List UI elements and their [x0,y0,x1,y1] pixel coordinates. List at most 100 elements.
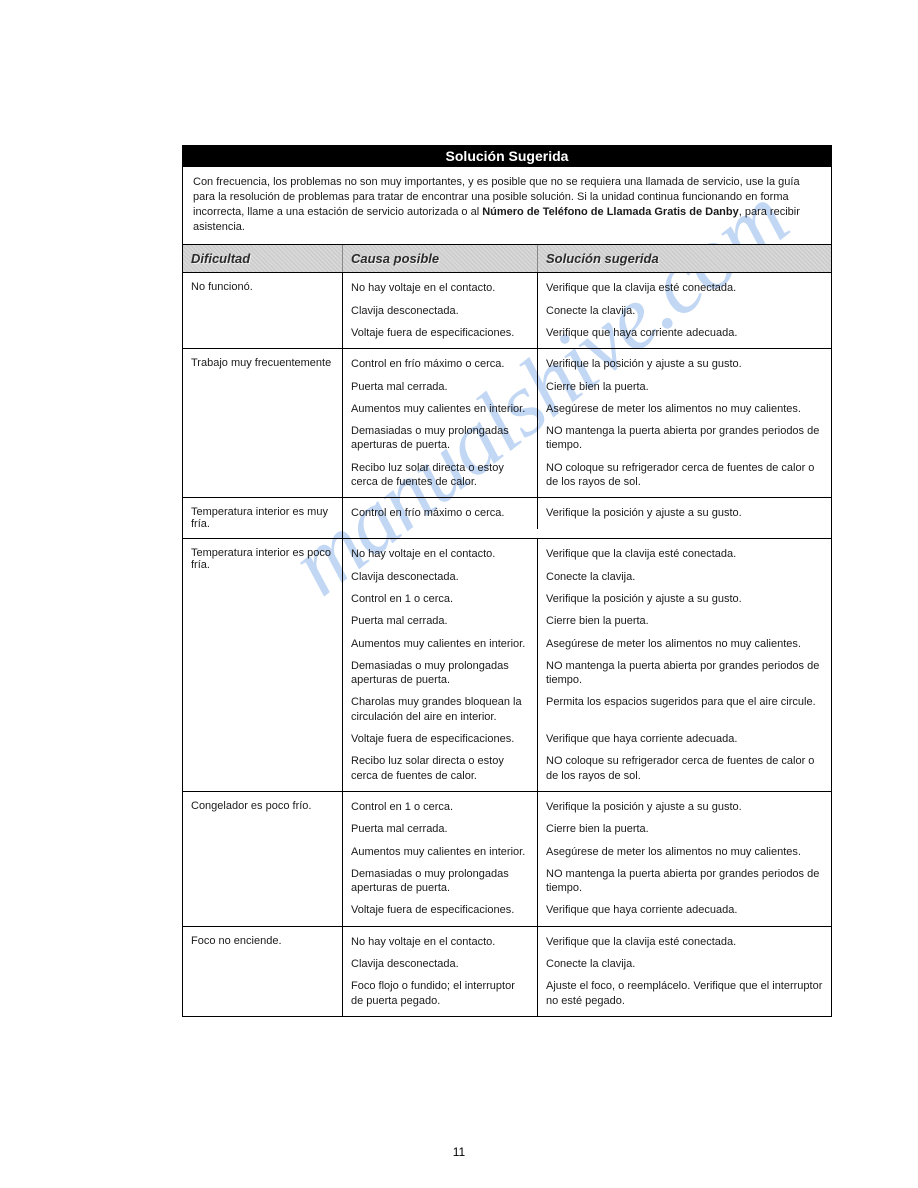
difficulty-cell: Temperatura interior es muy fría. [183,498,343,538]
cause-solution-pair: Voltaje fuera de especificaciones.Verifi… [343,899,831,925]
header-difficulty: Dificultad [183,245,343,272]
cause-cell: Demasiadas o muy prolongadas aperturas d… [343,863,538,900]
cause-solution-pair: Puerta mal cerrada.Cierre bien la puerta… [343,610,831,632]
cause-solution-group: No hay voltaje en el contacto.Verifique … [343,927,831,1016]
solution-cell: Verifique que haya corriente adecuada. [538,322,831,348]
cause-cell: Voltaje fuera de especificaciones. [343,899,538,925]
cause-cell: Voltaje fuera de especificaciones. [343,322,538,348]
cause-cell: Puerta mal cerrada. [343,610,538,632]
cause-solution-pair: Recibo luz solar directa o estoy cerca d… [343,750,831,791]
cause-cell: No hay voltaje en el contacto. [343,273,538,299]
header-solution: Solución sugerida [538,245,831,272]
table-row: No funcionó.No hay voltaje en el contact… [183,273,831,349]
table-row: Temperatura interior es muy fría.Control… [183,498,831,539]
cause-cell: Puerta mal cerrada. [343,376,538,398]
solution-cell: Asegúrese de meter los alimentos no muy … [538,841,831,863]
cause-cell: Charolas muy grandes bloquean la circula… [343,691,538,728]
solution-cell: NO mantenga la puerta abierta por grande… [538,655,831,692]
title-bar: Solución Sugerida [182,145,832,167]
cause-solution-pair: Demasiadas o muy prolongadas aperturas d… [343,863,831,900]
table-row: Temperatura interior es poco fría.No hay… [183,539,831,792]
cause-solution-pair: Control en 1 o cerca.Verifique la posici… [343,588,831,610]
cause-solution-pair: Foco flojo o fundido; el interruptor de … [343,975,831,1016]
solution-cell: Verifique que haya corriente adecuada. [538,728,831,750]
table-header-row: Dificultad Causa posible Solución sugeri… [183,245,831,273]
cause-solution-pair: Control en frío máximo o cerca.Verifique… [343,349,831,375]
cause-cell: Aumentos muy calientes en interior. [343,841,538,863]
solution-cell: Verifique la posición y ajuste a su gust… [538,498,831,528]
cause-cell: Control en frío máximo o cerca. [343,349,538,375]
solution-cell: Verifique la posición y ajuste a su gust… [538,588,831,610]
page-number: 11 [0,1145,918,1159]
cause-cell: Control en 1 o cerca. [343,792,538,818]
solution-cell: Permita los espacios sugeridos para que … [538,691,831,728]
solution-cell: NO mantenga la puerta abierta por grande… [538,863,831,900]
content-frame: Solución Sugerida Con frecuencia, los pr… [182,145,832,1017]
difficulty-cell: Trabajo muy frecuentemente [183,349,343,497]
solution-cell: Verifique la posición y ajuste a su gust… [538,349,831,375]
cause-solution-group: Control en frío máximo o cerca.Verifique… [343,498,831,538]
cause-cell: Demasiadas o muy prolongadas aperturas d… [343,420,538,457]
cause-cell: Clavija desconectada. [343,953,538,975]
cause-solution-pair: Demasiadas o muy prolongadas aperturas d… [343,420,831,457]
cause-solution-pair: Aumentos muy calientes en interior.Asegú… [343,841,831,863]
table-row: Foco no enciende.No hay voltaje en el co… [183,927,831,1016]
cause-solution-group: No hay voltaje en el contacto.Verifique … [343,539,831,791]
cause-solution-pair: Demasiadas o muy prolongadas aperturas d… [343,655,831,692]
solution-cell: Ajuste el foco, o reemplácelo. Verifique… [538,975,831,1016]
cause-solution-pair: Aumentos muy calientes en interior.Asegú… [343,633,831,655]
cause-cell: Puerta mal cerrada. [343,818,538,840]
cause-solution-pair: No hay voltaje en el contacto.Verifique … [343,539,831,565]
solution-cell: NO coloque su refrigerador cerca de fuen… [538,750,831,791]
troubleshooting-table: Dificultad Causa posible Solución sugeri… [182,245,832,1017]
solution-cell: Asegúrese de meter los alimentos no muy … [538,398,831,420]
intro-bold: Número de Teléfono de Llamada Gratis de … [482,206,739,218]
cause-solution-group: Control en frío máximo o cerca.Verifique… [343,349,831,497]
cause-solution-pair: Charolas muy grandes bloquean la circula… [343,691,831,728]
header-cause: Causa posible [343,245,538,272]
cause-solution-pair: Clavija desconectada.Conecte la clavija. [343,300,831,322]
table-body: No funcionó.No hay voltaje en el contact… [183,273,831,1016]
intro-paragraph: Con frecuencia, los problemas no son muy… [182,167,832,245]
cause-solution-pair: Clavija desconectada.Conecte la clavija. [343,566,831,588]
solution-cell: Conecte la clavija. [538,566,831,588]
cause-solution-pair: Clavija desconectada.Conecte la clavija. [343,953,831,975]
cause-cell: No hay voltaje en el contacto. [343,539,538,565]
difficulty-cell: Foco no enciende. [183,927,343,1016]
cause-cell: Aumentos muy calientes en interior. [343,633,538,655]
solution-cell: Verifique la posición y ajuste a su gust… [538,792,831,818]
cause-solution-group: No hay voltaje en el contacto.Verifique … [343,273,831,348]
cause-cell: Clavija desconectada. [343,566,538,588]
difficulty-cell: Congelador es poco frío. [183,792,343,926]
solution-cell: Verifique que la clavija esté conectada. [538,539,831,565]
table-row: Trabajo muy frecuentementeControl en frí… [183,349,831,498]
solution-cell: Asegúrese de meter los alimentos no muy … [538,633,831,655]
cause-cell: Recibo luz solar directa o estoy cerca d… [343,750,538,791]
solution-cell: Verifique que haya corriente adecuada. [538,899,831,925]
solution-cell: Cierre bien la puerta. [538,610,831,632]
solution-cell: Verifique que la clavija esté conectada. [538,927,831,953]
cause-cell: Control en 1 o cerca. [343,588,538,610]
cause-solution-pair: No hay voltaje en el contacto.Verifique … [343,273,831,299]
cause-cell: Foco flojo o fundido; el interruptor de … [343,975,538,1016]
cause-solution-pair: Control en frío máximo o cerca.Verifique… [343,498,831,528]
solution-cell: NO coloque su refrigerador cerca de fuen… [538,457,831,498]
cause-solution-pair: Control en 1 o cerca.Verifique la posici… [343,792,831,818]
cause-cell: Voltaje fuera de especificaciones. [343,728,538,750]
cause-solution-pair: Aumentos muy calientes en interior.Asegú… [343,398,831,420]
cause-solution-pair: Voltaje fuera de especificaciones.Verifi… [343,322,831,348]
solution-cell: Verifique que la clavija esté conectada. [538,273,831,299]
solution-cell: Conecte la clavija. [538,300,831,322]
cause-solution-pair: Voltaje fuera de especificaciones.Verifi… [343,728,831,750]
cause-cell: Clavija desconectada. [343,300,538,322]
cause-solution-pair: Recibo luz solar directa o estoy cerca d… [343,457,831,498]
difficulty-cell: Temperatura interior es poco fría. [183,539,343,791]
table-row: Congelador es poco frío.Control en 1 o c… [183,792,831,927]
cause-solution-pair: Puerta mal cerrada.Cierre bien la puerta… [343,818,831,840]
cause-solution-pair: No hay voltaje en el contacto.Verifique … [343,927,831,953]
cause-cell: Recibo luz solar directa o estoy cerca d… [343,457,538,498]
cause-solution-group: Control en 1 o cerca.Verifique la posici… [343,792,831,926]
solution-cell: Cierre bien la puerta. [538,818,831,840]
solution-cell: Conecte la clavija. [538,953,831,975]
cause-cell: Aumentos muy calientes en interior. [343,398,538,420]
